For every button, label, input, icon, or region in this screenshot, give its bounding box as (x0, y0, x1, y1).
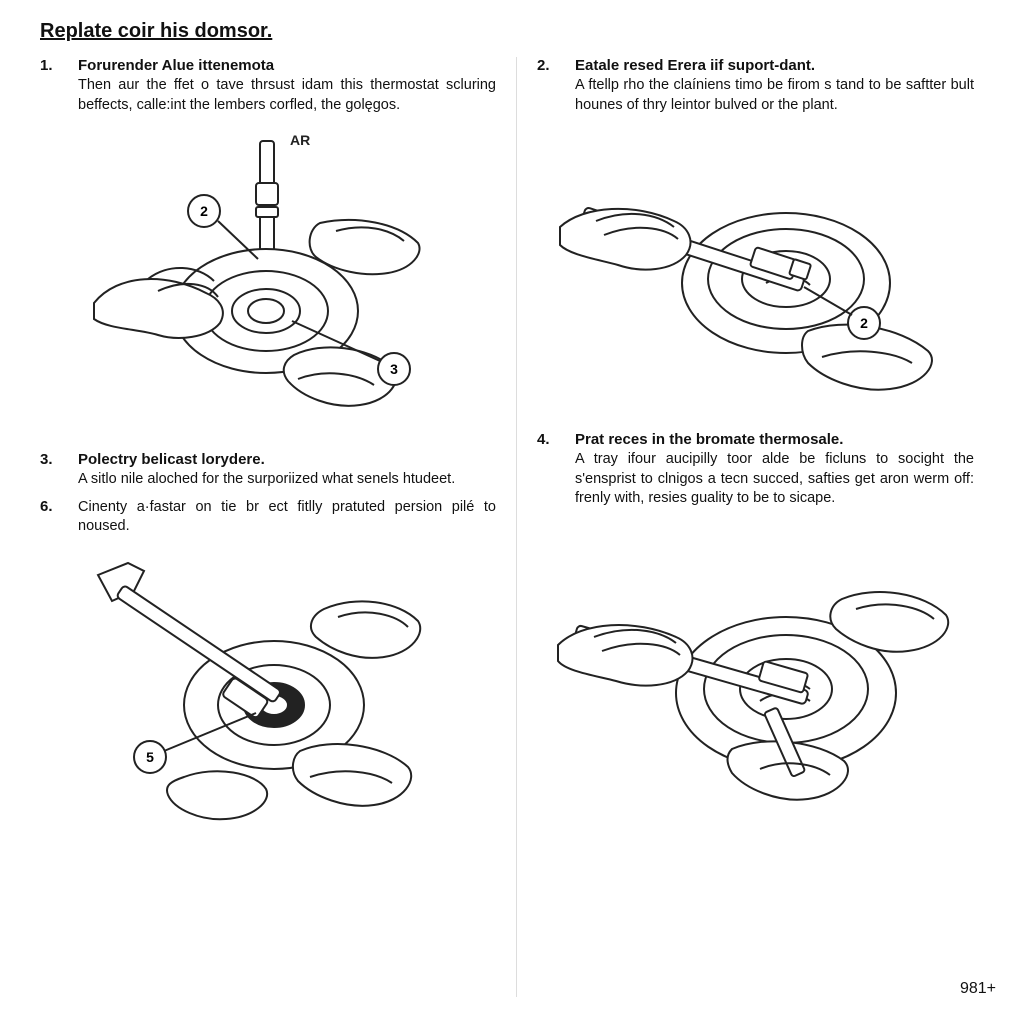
step-4: 4. Prat reces in the bromate thermosale.… (537, 431, 974, 509)
step-title: Prat reces in the bromate thermosale. (575, 431, 974, 448)
right-column: 2. Eatale resed Erera iif suport-dant. A… (517, 57, 994, 997)
step-2: 2. Eatale resed Erera iif suport-dant. A… (537, 57, 974, 115)
step-number: 2. (537, 57, 557, 115)
callout-number: 2 (200, 203, 208, 219)
label-ar: AR (290, 132, 310, 148)
step-number: 4. (537, 431, 557, 509)
step-title: Eatale resed Erera iif suport-dant. (575, 57, 974, 74)
page-title: Replate coir his domsor. (40, 20, 994, 43)
callout-number: 2 (860, 315, 868, 331)
page-number: 981+ (960, 980, 996, 998)
step-number: 1. (40, 57, 60, 115)
step-text: A ftellp rho the claíniens timo be firom… (575, 76, 974, 115)
step-text: A tray ifour aucipilly toor alde be ficl… (575, 450, 974, 509)
illustration-2: 2 (537, 123, 974, 413)
step-title: Forurender Alue ittenemota (78, 57, 496, 74)
callout-number: 3 (390, 361, 398, 377)
callout-number: 5 (146, 749, 154, 765)
step-text: Then aur the ffet o tave thrsust idam th… (78, 76, 496, 115)
illustration-3: 5 (40, 545, 496, 845)
step-title: Polectry belicast lorydere. (78, 451, 496, 468)
illustration-4 (537, 517, 974, 817)
step-3-sub: 6. Cinenty a·fastar on tie br ect fitlly… (40, 498, 496, 537)
step-3: 3. Polectry belicast lorydere. A sitlo n… (40, 451, 496, 490)
illustration-1: AR (40, 123, 496, 433)
left-column: 1. Forurender Alue ittenemota Then aur t… (40, 57, 517, 997)
step-1: 1. Forurender Alue ittenemota Then aur t… (40, 57, 496, 115)
step-sub-text: Cinenty a·fastar on tie br ect fitlly pr… (78, 498, 496, 537)
step-number: 3. (40, 451, 60, 490)
two-column-layout: 1. Forurender Alue ittenemota Then aur t… (40, 57, 994, 997)
step-text: A sitlo nile aloched for the surporiized… (78, 470, 496, 490)
manual-page: Replate coir his domsor. 1. Forurender A… (0, 0, 1024, 1024)
step-sub-number: 6. (40, 498, 60, 537)
